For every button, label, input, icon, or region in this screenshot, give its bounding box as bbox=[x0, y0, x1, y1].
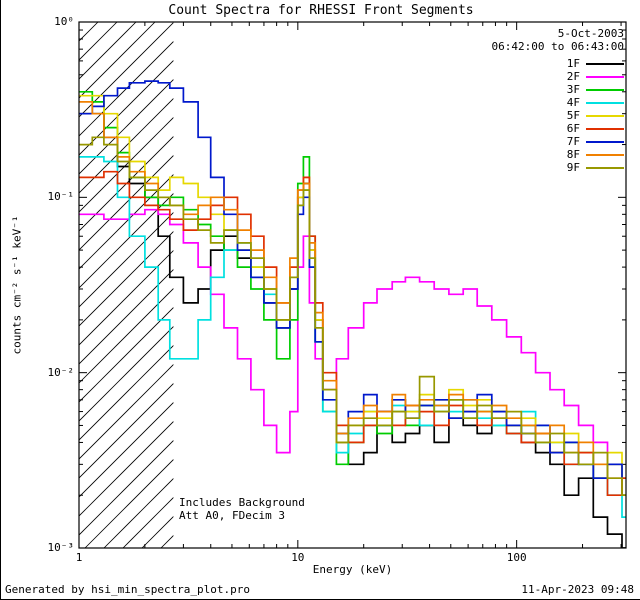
legend-label-9F: 9F bbox=[566, 161, 580, 174]
legend-label-5F: 5F bbox=[566, 109, 580, 122]
legend-color-line-4F bbox=[586, 101, 624, 104]
legend-item-2F: 2F bbox=[567, 70, 624, 83]
series-curve-3F bbox=[79, 90, 626, 497]
y-tick-label: 10⁰ bbox=[54, 15, 74, 28]
plot-title: Count Spectra for RHESSI Front Segments bbox=[168, 3, 474, 18]
x-tick-label: 10 bbox=[291, 551, 305, 564]
legend-item-4F: 4F bbox=[567, 96, 624, 109]
legend-color-line-8F bbox=[586, 153, 624, 156]
legend-item-7F: 7F bbox=[567, 135, 624, 148]
x-tick-label: 1 bbox=[75, 551, 83, 564]
generated-timestamp: 11-Apr-2023 09:48 bbox=[521, 583, 634, 596]
legend-label-1F: 1F bbox=[566, 57, 580, 70]
legend-label-3F: 3F bbox=[566, 83, 580, 96]
legend-color-line-3F bbox=[586, 88, 624, 91]
y-tick-label: 10⁻² bbox=[47, 365, 75, 379]
legend-label-2F: 2F bbox=[566, 70, 580, 83]
y-tick-label: 10⁻³ bbox=[47, 541, 75, 554]
series-curve-2F bbox=[79, 208, 626, 480]
annotation-attenuator-decimation: Att A0, FDecim 3 bbox=[179, 509, 285, 522]
observation-date: 5-Oct-2003 bbox=[557, 27, 624, 40]
legend-item-5F: 5F bbox=[567, 109, 624, 122]
hatched-low-energy-region bbox=[79, 22, 174, 548]
legend-label-7F: 7F bbox=[566, 135, 580, 148]
axis-ticks bbox=[78, 21, 626, 549]
legend-label-8F: 8F bbox=[566, 148, 580, 161]
legend: 1F 2F 3F 4F 5F 6F 7F 8F 9F bbox=[567, 57, 624, 174]
series-curve-1F bbox=[79, 112, 626, 548]
legend-item-6F: 6F bbox=[567, 122, 624, 135]
x-tick-label: 100 bbox=[506, 551, 527, 564]
legend-color-line-1F bbox=[586, 62, 624, 65]
y-tick-label: 10⁻¹ bbox=[47, 190, 75, 204]
series-curve-5F bbox=[79, 94, 626, 480]
axis-box bbox=[78, 21, 627, 549]
x-axis-label: Energy (keV) bbox=[312, 563, 393, 576]
legend-color-line-5F bbox=[586, 114, 624, 117]
legend-color-line-9F bbox=[586, 166, 624, 169]
generated-by-text: Generated by hsi_min_spectra_plot.pro bbox=[5, 583, 251, 596]
series-curve-6F bbox=[79, 170, 626, 497]
spectra-curves bbox=[79, 80, 626, 548]
legend-label-6F: 6F bbox=[566, 122, 580, 135]
legend-item-1F: 1F bbox=[567, 57, 624, 70]
legend-color-line-6F bbox=[586, 127, 624, 130]
y-axis-label: counts cm⁻² s⁻¹ keV⁻¹ bbox=[10, 215, 24, 355]
series-curve-9F bbox=[79, 136, 626, 497]
legend-item-9F: 9F bbox=[567, 161, 624, 174]
legend-label-4F: 4F bbox=[566, 96, 580, 109]
legend-item-3F: 3F bbox=[567, 83, 624, 96]
legend-color-line-2F bbox=[586, 75, 624, 78]
annotation-includes-background: Includes Background bbox=[179, 496, 305, 509]
observation-time-range: 06:42:00 to 06:43:00 bbox=[491, 40, 624, 53]
legend-item-8F: 8F bbox=[567, 148, 624, 161]
legend-color-line-7F bbox=[586, 140, 624, 143]
